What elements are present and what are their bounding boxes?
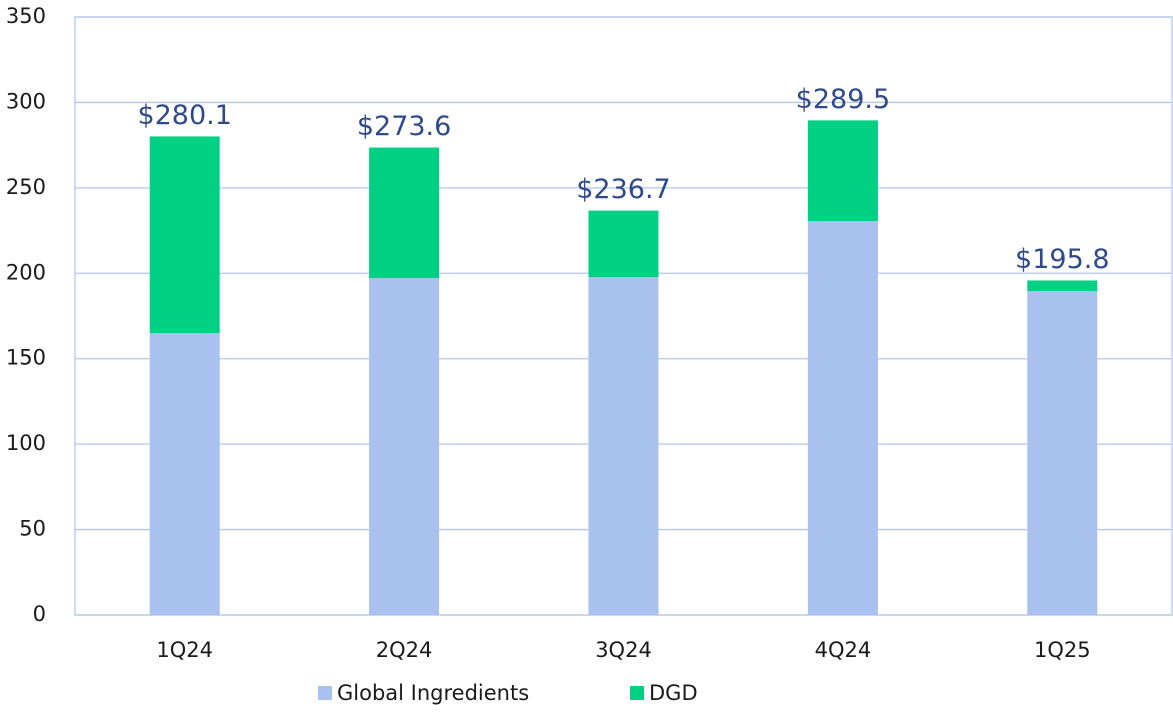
bar-segment <box>588 210 659 278</box>
total-label: $289.5 <box>796 84 890 115</box>
bar-segment <box>807 120 878 222</box>
total-label: $236.7 <box>576 174 670 205</box>
bar-segment <box>588 277 659 615</box>
bar-segment <box>149 136 220 334</box>
y-tick-label: 50 <box>19 517 46 541</box>
x-tick-label: 1Q25 <box>1034 638 1091 662</box>
y-tick-label: 300 <box>6 89 46 113</box>
y-tick-label: 350 <box>6 4 46 28</box>
legend-swatch <box>318 686 332 700</box>
y-tick-label: 250 <box>6 175 46 199</box>
y-tick-label: 100 <box>6 431 46 455</box>
bar-segment <box>1027 280 1098 292</box>
total-label: $280.1 <box>137 100 231 131</box>
bar-segment <box>369 147 440 279</box>
bar-segment <box>149 333 220 615</box>
x-tick-label: 4Q24 <box>815 638 872 662</box>
bar-segment <box>807 221 878 616</box>
bar-segment <box>369 278 440 615</box>
x-tick-label: 1Q24 <box>156 638 213 662</box>
total-label: $195.8 <box>1015 244 1109 275</box>
bar-segment <box>1027 291 1098 615</box>
legend-label: Global Ingredients <box>337 681 529 705</box>
total-label: $273.6 <box>357 111 451 142</box>
legend-swatch <box>630 686 644 700</box>
legend-label: DGD <box>649 681 698 705</box>
x-tick-label: 2Q24 <box>376 638 433 662</box>
x-tick-label: 3Q24 <box>595 638 652 662</box>
y-tick-label: 200 <box>6 260 46 284</box>
y-tick-label: 0 <box>33 602 46 626</box>
y-tick-label: 150 <box>6 346 46 370</box>
